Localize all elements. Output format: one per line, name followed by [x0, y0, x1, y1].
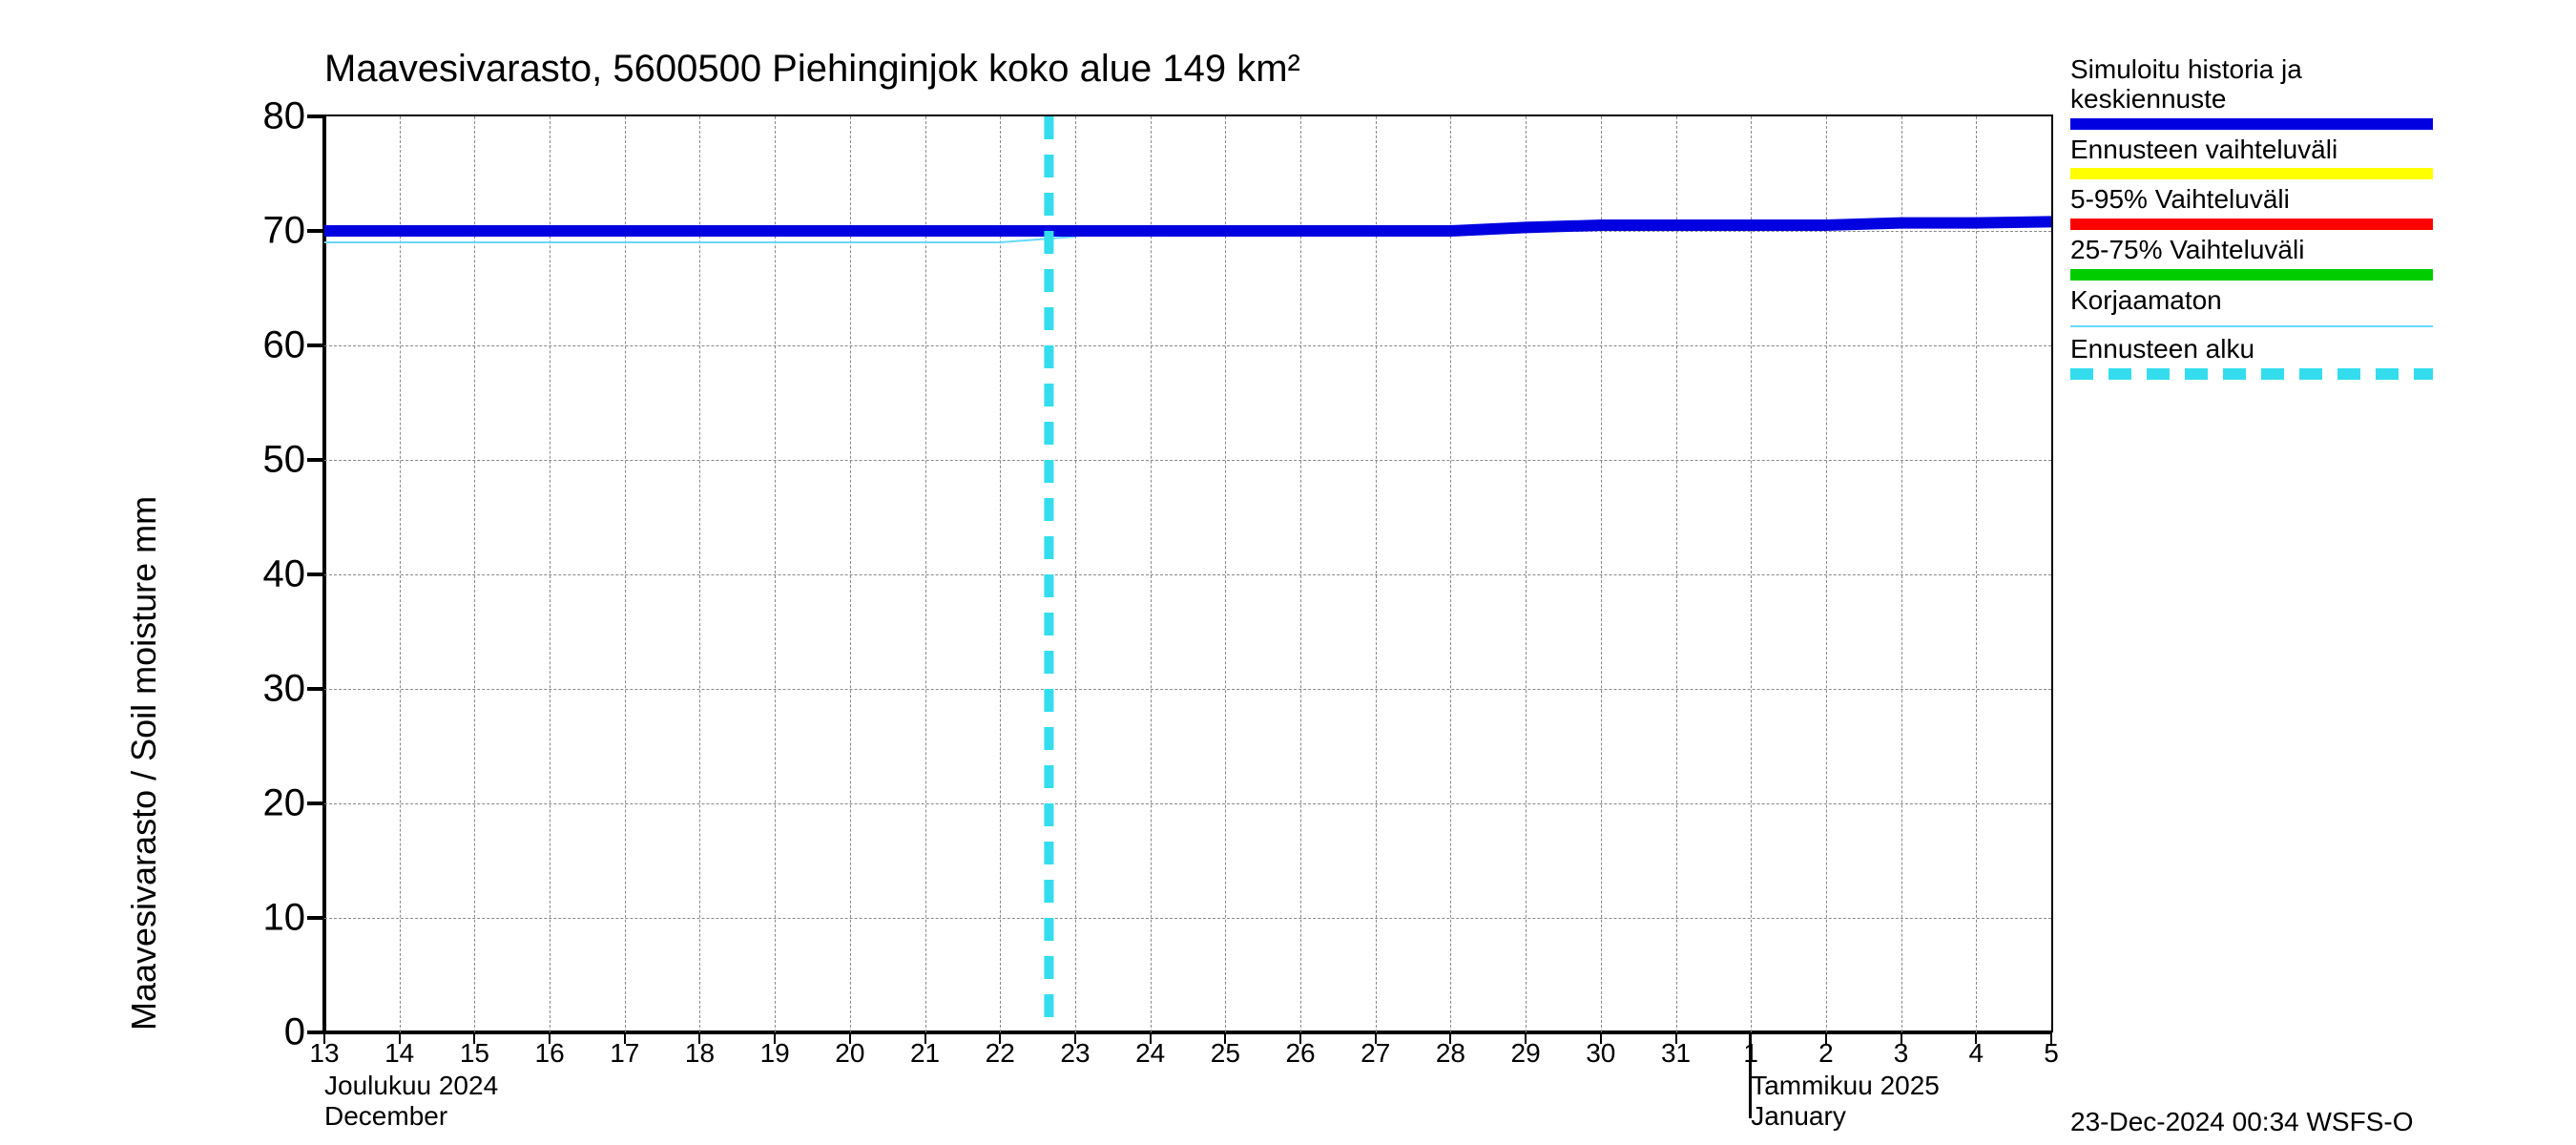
x-tick-label: 3: [1894, 1038, 1909, 1069]
x-tick-label: 23: [1060, 1038, 1090, 1069]
y-tick-label: 20: [263, 782, 306, 825]
x-tick-label: 31: [1661, 1038, 1691, 1069]
x-tick-label: 2: [1818, 1038, 1834, 1069]
x-tick-label: 27: [1361, 1038, 1390, 1069]
legend-swatch: [2070, 168, 2433, 179]
y-tick: [307, 802, 324, 805]
y-tick-label: 50: [263, 439, 306, 482]
y-tick: [307, 572, 324, 576]
legend-label: Simuloitu historia jakeskiennuste: [2070, 55, 2433, 114]
x-tick-label: 4: [1969, 1038, 1984, 1069]
legend-swatch: [2070, 269, 2433, 281]
legend-swatch: [2070, 219, 2433, 230]
y-tick-label: 60: [263, 324, 306, 367]
y-tick-label: 40: [263, 553, 306, 596]
month-label-en: December: [324, 1101, 447, 1132]
series-simulated: [324, 221, 2051, 231]
x-tick-label: 28: [1436, 1038, 1465, 1069]
x-tick-label: 29: [1511, 1038, 1541, 1069]
chart-canvas: Maavesivarasto, 5600500 Piehinginjok kok…: [0, 0, 2576, 1145]
legend-item: Korjaamaton: [2070, 286, 2433, 327]
legend-label: Korjaamaton: [2070, 286, 2433, 316]
x-tick-label: 17: [610, 1038, 639, 1069]
legend-label: 25-75% Vaihteluväli: [2070, 236, 2433, 265]
x-tick-label: 25: [1211, 1038, 1240, 1069]
legend-swatch: [2070, 118, 2433, 130]
x-tick-label: 24: [1135, 1038, 1165, 1069]
y-axis-label: Maavesivarasto / Soil moisture mm: [124, 496, 164, 1030]
x-tick-label: 15: [460, 1038, 489, 1069]
legend-item: 5-95% Vaihteluväli: [2070, 185, 2433, 230]
y-tick: [307, 229, 324, 233]
x-tick-label: 22: [986, 1038, 1015, 1069]
chart-title: Maavesivarasto, 5600500 Piehinginjok kok…: [324, 48, 1300, 91]
y-tick: [307, 687, 324, 691]
legend-label: Ennusteen alku: [2070, 335, 2433, 364]
x-tick-label: 16: [535, 1038, 565, 1069]
y-tick-label: 30: [263, 668, 306, 711]
series-uncorrected: [324, 237, 1075, 242]
footer-timestamp: 23-Dec-2024 00:34 WSFS-O: [2070, 1107, 2414, 1137]
y-tick-label: 0: [284, 1011, 305, 1054]
x-tick-label: 5: [2044, 1038, 2059, 1069]
y-tick-label: 80: [263, 95, 306, 138]
legend-item: 25-75% Vaihteluväli: [2070, 236, 2433, 281]
x-tick-label: 21: [910, 1038, 940, 1069]
x-tick-label: 26: [1285, 1038, 1315, 1069]
y-tick: [307, 114, 324, 118]
legend-item: Ennusteen vaihteluväli: [2070, 135, 2433, 180]
y-tick: [307, 916, 324, 920]
legend-item: Simuloitu historia jakeskiennuste: [2070, 55, 2433, 130]
legend-swatch: [2070, 368, 2433, 380]
legend-label: Ennusteen vaihteluväli: [2070, 135, 2433, 165]
legend-item: Ennusteen alku: [2070, 335, 2433, 380]
y-tick-label: 10: [263, 897, 306, 940]
month-label: Tammikuu 2025: [1751, 1071, 1940, 1101]
y-tick: [307, 1030, 324, 1034]
legend: Simuloitu historia jakeskiennuste Ennuste…: [2070, 55, 2433, 385]
y-tick-label: 70: [263, 210, 306, 253]
legend-label: 5-95% Vaihteluväli: [2070, 185, 2433, 215]
legend-swatch: [2070, 325, 2433, 327]
plot-area: 0102030405060708013141516171819202122232…: [324, 114, 2053, 1032]
x-tick-label: 18: [685, 1038, 715, 1069]
y-tick: [307, 344, 324, 347]
month-label: Joulukuu 2024: [324, 1071, 498, 1101]
x-tick-label: 20: [835, 1038, 864, 1069]
series-svg: [324, 116, 2051, 1032]
month-label-en: January: [1751, 1101, 1846, 1132]
x-tick-label: 13: [309, 1038, 339, 1069]
y-tick: [307, 458, 324, 462]
x-tick-label: 14: [384, 1038, 414, 1069]
x-tick-label: 30: [1586, 1038, 1615, 1069]
x-tick-label: 19: [760, 1038, 790, 1069]
